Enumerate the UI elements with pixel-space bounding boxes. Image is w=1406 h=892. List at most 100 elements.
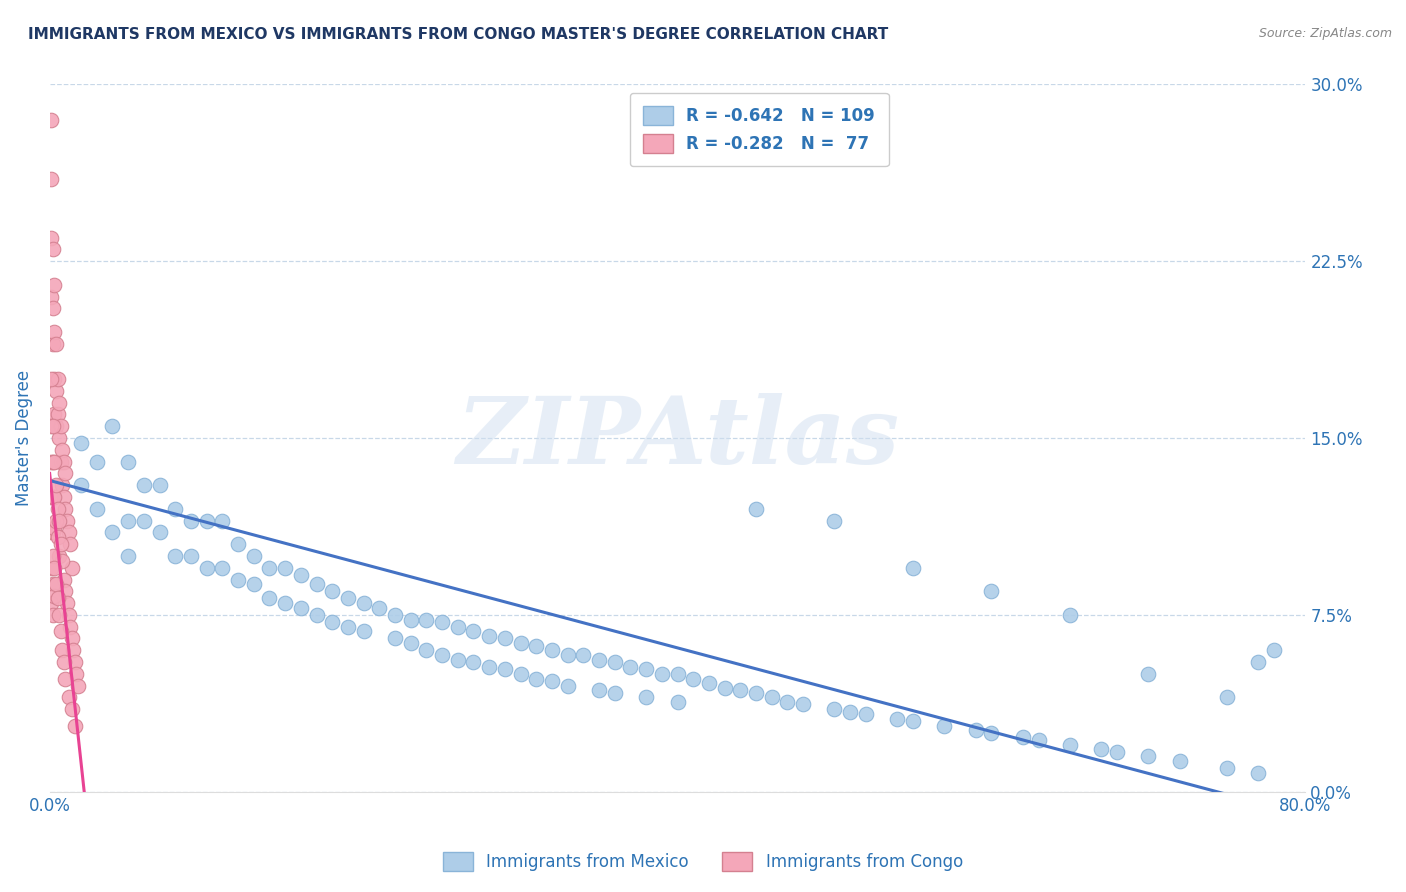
Point [52, 490, 75, 504]
Point [42, 243, 65, 257]
Point [259, 591, 281, 606]
Point [66, 679, 89, 693]
Point [53, 501, 76, 516]
Point [46, 530, 69, 544]
Point [59, 537, 82, 551]
Point [1059, 607, 1081, 622]
Point [1216, 761, 1239, 775]
Point [603, 686, 626, 700]
Point [63, 719, 86, 733]
Point [49, 624, 72, 639]
Point [86, 501, 108, 516]
Point [524, 672, 547, 686]
Point [321, 615, 343, 629]
Point [305, 577, 328, 591]
Point [44, 521, 66, 535]
Point [1011, 731, 1033, 745]
Point [541, 643, 564, 657]
Point [101, 419, 124, 434]
Point [52, 655, 75, 669]
Point [274, 596, 297, 610]
Point [824, 702, 846, 716]
Point [44, 325, 66, 339]
Point [42, 525, 65, 540]
Point [336, 591, 359, 606]
Point [39, 112, 62, 127]
Point [39, 230, 62, 244]
Point [478, 629, 501, 643]
Point [117, 514, 139, 528]
Point [42, 419, 65, 434]
Point [52, 573, 75, 587]
Point [51, 554, 73, 568]
Point [59, 620, 82, 634]
Point [980, 725, 1002, 739]
Point [1105, 745, 1128, 759]
Point [42, 490, 65, 504]
Point [49, 419, 72, 434]
Point [430, 615, 453, 629]
Point [588, 653, 610, 667]
Point [132, 478, 155, 492]
Point [463, 655, 485, 669]
Point [524, 639, 547, 653]
Point [666, 695, 689, 709]
Point [415, 613, 437, 627]
Point [353, 596, 375, 610]
Point [53, 672, 76, 686]
Y-axis label: Master's Degree: Master's Degree [15, 370, 32, 506]
Point [42, 301, 65, 316]
Point [1090, 742, 1112, 756]
Point [509, 636, 531, 650]
Point [165, 501, 187, 516]
Point [63, 655, 86, 669]
Point [195, 514, 218, 528]
Point [49, 455, 72, 469]
Point [965, 723, 987, 738]
Point [148, 525, 170, 540]
Point [321, 584, 343, 599]
Point [274, 560, 297, 574]
Point [980, 584, 1002, 599]
Point [305, 607, 328, 622]
Point [45, 384, 67, 398]
Point [39, 490, 62, 504]
Point [447, 653, 470, 667]
Point [636, 662, 658, 676]
Point [58, 607, 80, 622]
Point [666, 666, 689, 681]
Point [603, 655, 626, 669]
Point [39, 560, 62, 574]
Point [45, 336, 67, 351]
Point [48, 514, 70, 528]
Point [463, 624, 485, 639]
Point [259, 560, 281, 574]
Point [48, 395, 70, 409]
Point [1247, 655, 1270, 669]
Point [60, 702, 83, 716]
Point [572, 648, 595, 662]
Point [148, 478, 170, 492]
Point [211, 560, 233, 574]
Point [86, 455, 108, 469]
Point [290, 600, 312, 615]
Point [336, 620, 359, 634]
Point [48, 607, 70, 622]
Point [368, 600, 391, 615]
Text: IMMIGRANTS FROM MEXICO VS IMMIGRANTS FROM CONGO MASTER'S DEGREE CORRELATION CHAR: IMMIGRANTS FROM MEXICO VS IMMIGRANTS FRO… [28, 27, 889, 42]
Point [48, 431, 70, 445]
Point [901, 560, 924, 574]
Point [45, 514, 67, 528]
Point [101, 525, 124, 540]
Point [60, 560, 83, 574]
Point [39, 596, 62, 610]
Point [180, 514, 202, 528]
Point [42, 455, 65, 469]
Point [46, 372, 69, 386]
Point [682, 672, 704, 686]
Point [53, 584, 76, 599]
Point [447, 620, 470, 634]
Point [1263, 643, 1285, 657]
Point [46, 408, 69, 422]
Point [49, 537, 72, 551]
